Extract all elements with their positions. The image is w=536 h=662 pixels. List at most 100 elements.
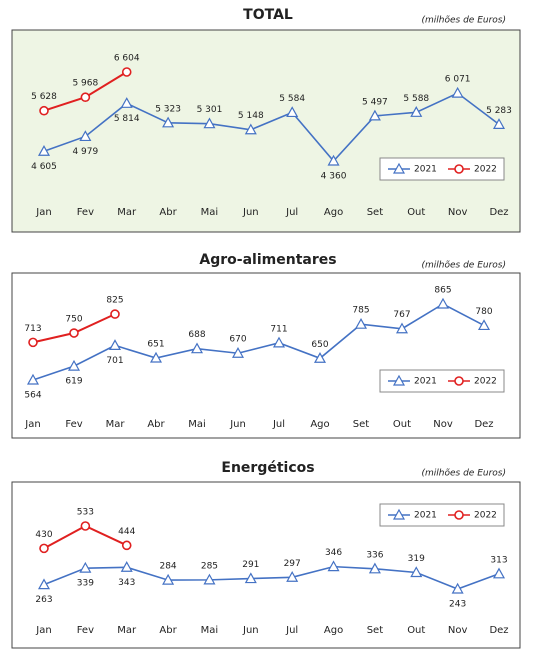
data-label: 650 — [311, 340, 328, 350]
x-tick-label: Mar — [117, 207, 137, 218]
data-label: 767 — [393, 310, 410, 320]
data-point — [286, 106, 299, 118]
x-tick-label: Dez — [489, 625, 508, 636]
data-point — [451, 86, 464, 98]
x-tick-label: Dez — [489, 207, 508, 218]
legend-marker — [392, 508, 406, 520]
data-label: 785 — [352, 306, 369, 316]
data-label: 284 — [159, 562, 176, 572]
legend-label: 2022 — [474, 165, 497, 175]
data-point — [162, 116, 175, 128]
data-label: 6 604 — [114, 54, 140, 64]
x-tick-label: Nov — [448, 625, 468, 636]
data-point — [368, 109, 381, 121]
legend-label: 2021 — [414, 165, 437, 175]
chart-title: Agro-alimentares — [199, 252, 336, 268]
data-label: 5 968 — [72, 79, 98, 89]
data-point — [313, 352, 327, 363]
x-tick-label: Jan — [35, 625, 51, 636]
series-line — [43, 92, 500, 163]
data-point — [26, 373, 40, 385]
data-label: 6 071 — [445, 75, 471, 85]
data-point — [368, 562, 381, 574]
data-point — [354, 317, 368, 329]
data-label: 825 — [106, 296, 123, 306]
data-label: 297 — [284, 559, 301, 569]
data-point — [327, 560, 340, 572]
x-tick-label: Abr — [159, 207, 177, 218]
data-label: 5 814 — [114, 114, 140, 124]
x-tick-label: Mar — [117, 625, 137, 636]
data-label: 243 — [449, 600, 466, 610]
x-tick-label: Mar — [106, 419, 126, 430]
x-tick-label: Ago — [324, 625, 343, 636]
legend-label: 2021 — [414, 377, 437, 387]
data-point — [120, 97, 133, 108]
legend-marker — [454, 510, 464, 520]
data-label: 533 — [77, 508, 94, 518]
data-label: 711 — [270, 324, 287, 334]
chart-subtitle: (milhões de Euros) — [422, 261, 507, 271]
data-point — [39, 105, 49, 116]
data-point — [436, 297, 450, 309]
chart-subtitle: (milhões de Euros) — [422, 16, 507, 26]
data-point — [286, 571, 299, 582]
data-label: 285 — [201, 561, 218, 571]
legend-marker — [392, 162, 406, 174]
x-tick-label: Abr — [147, 419, 165, 430]
series-line — [43, 565, 500, 590]
data-label: 5 301 — [197, 105, 223, 115]
x-tick-label: Out — [393, 419, 411, 430]
x-tick-label: Jun — [229, 419, 246, 430]
x-tick-label: Jan — [35, 207, 51, 218]
data-point — [231, 347, 245, 358]
data-point — [203, 117, 216, 129]
data-label: 780 — [475, 307, 492, 317]
data-point — [244, 572, 257, 584]
data-point — [28, 337, 38, 348]
x-tick-label: Fev — [65, 419, 82, 430]
legend-label: 2021 — [414, 511, 437, 521]
x-tick-label: Jan — [24, 419, 40, 430]
data-point — [410, 106, 423, 117]
x-tick-label: Out — [407, 207, 425, 218]
data-point — [79, 130, 92, 142]
data-label: 343 — [118, 578, 135, 588]
data-label: 4 360 — [321, 172, 347, 182]
data-label: 339 — [77, 579, 94, 589]
data-point — [492, 118, 506, 129]
data-label: 430 — [35, 530, 52, 540]
data-point — [203, 573, 216, 585]
data-point — [272, 336, 286, 348]
data-point — [327, 154, 340, 166]
data-point — [39, 543, 49, 554]
data-point — [149, 351, 163, 363]
data-point — [121, 540, 132, 551]
data-label: 670 — [229, 335, 246, 345]
data-label: 651 — [147, 340, 164, 350]
legend-marker — [454, 164, 464, 174]
data-point — [190, 342, 204, 354]
data-label: 4 979 — [72, 147, 98, 157]
data-point — [80, 92, 91, 103]
x-tick-label: Abr — [159, 625, 177, 636]
x-tick-label: Ago — [324, 207, 343, 218]
data-label: 619 — [65, 377, 82, 387]
plot-area — [11, 29, 521, 233]
x-tick-label: Nov — [433, 419, 453, 430]
data-label: 263 — [35, 595, 52, 605]
plot-area — [11, 272, 521, 439]
legend-box — [379, 503, 505, 527]
data-point — [121, 67, 132, 77]
x-tick-label: Jul — [285, 207, 298, 218]
x-tick-label: Dez — [474, 419, 493, 430]
x-tick-label: Out — [407, 625, 425, 636]
x-tick-label: Set — [367, 625, 384, 636]
data-label: 5 323 — [155, 104, 181, 114]
data-label: 5 283 — [486, 106, 512, 116]
data-point — [108, 339, 122, 351]
data-point — [67, 359, 81, 371]
data-label: 713 — [24, 324, 41, 334]
x-tick-label: Set — [367, 207, 384, 218]
data-point — [120, 561, 133, 572]
